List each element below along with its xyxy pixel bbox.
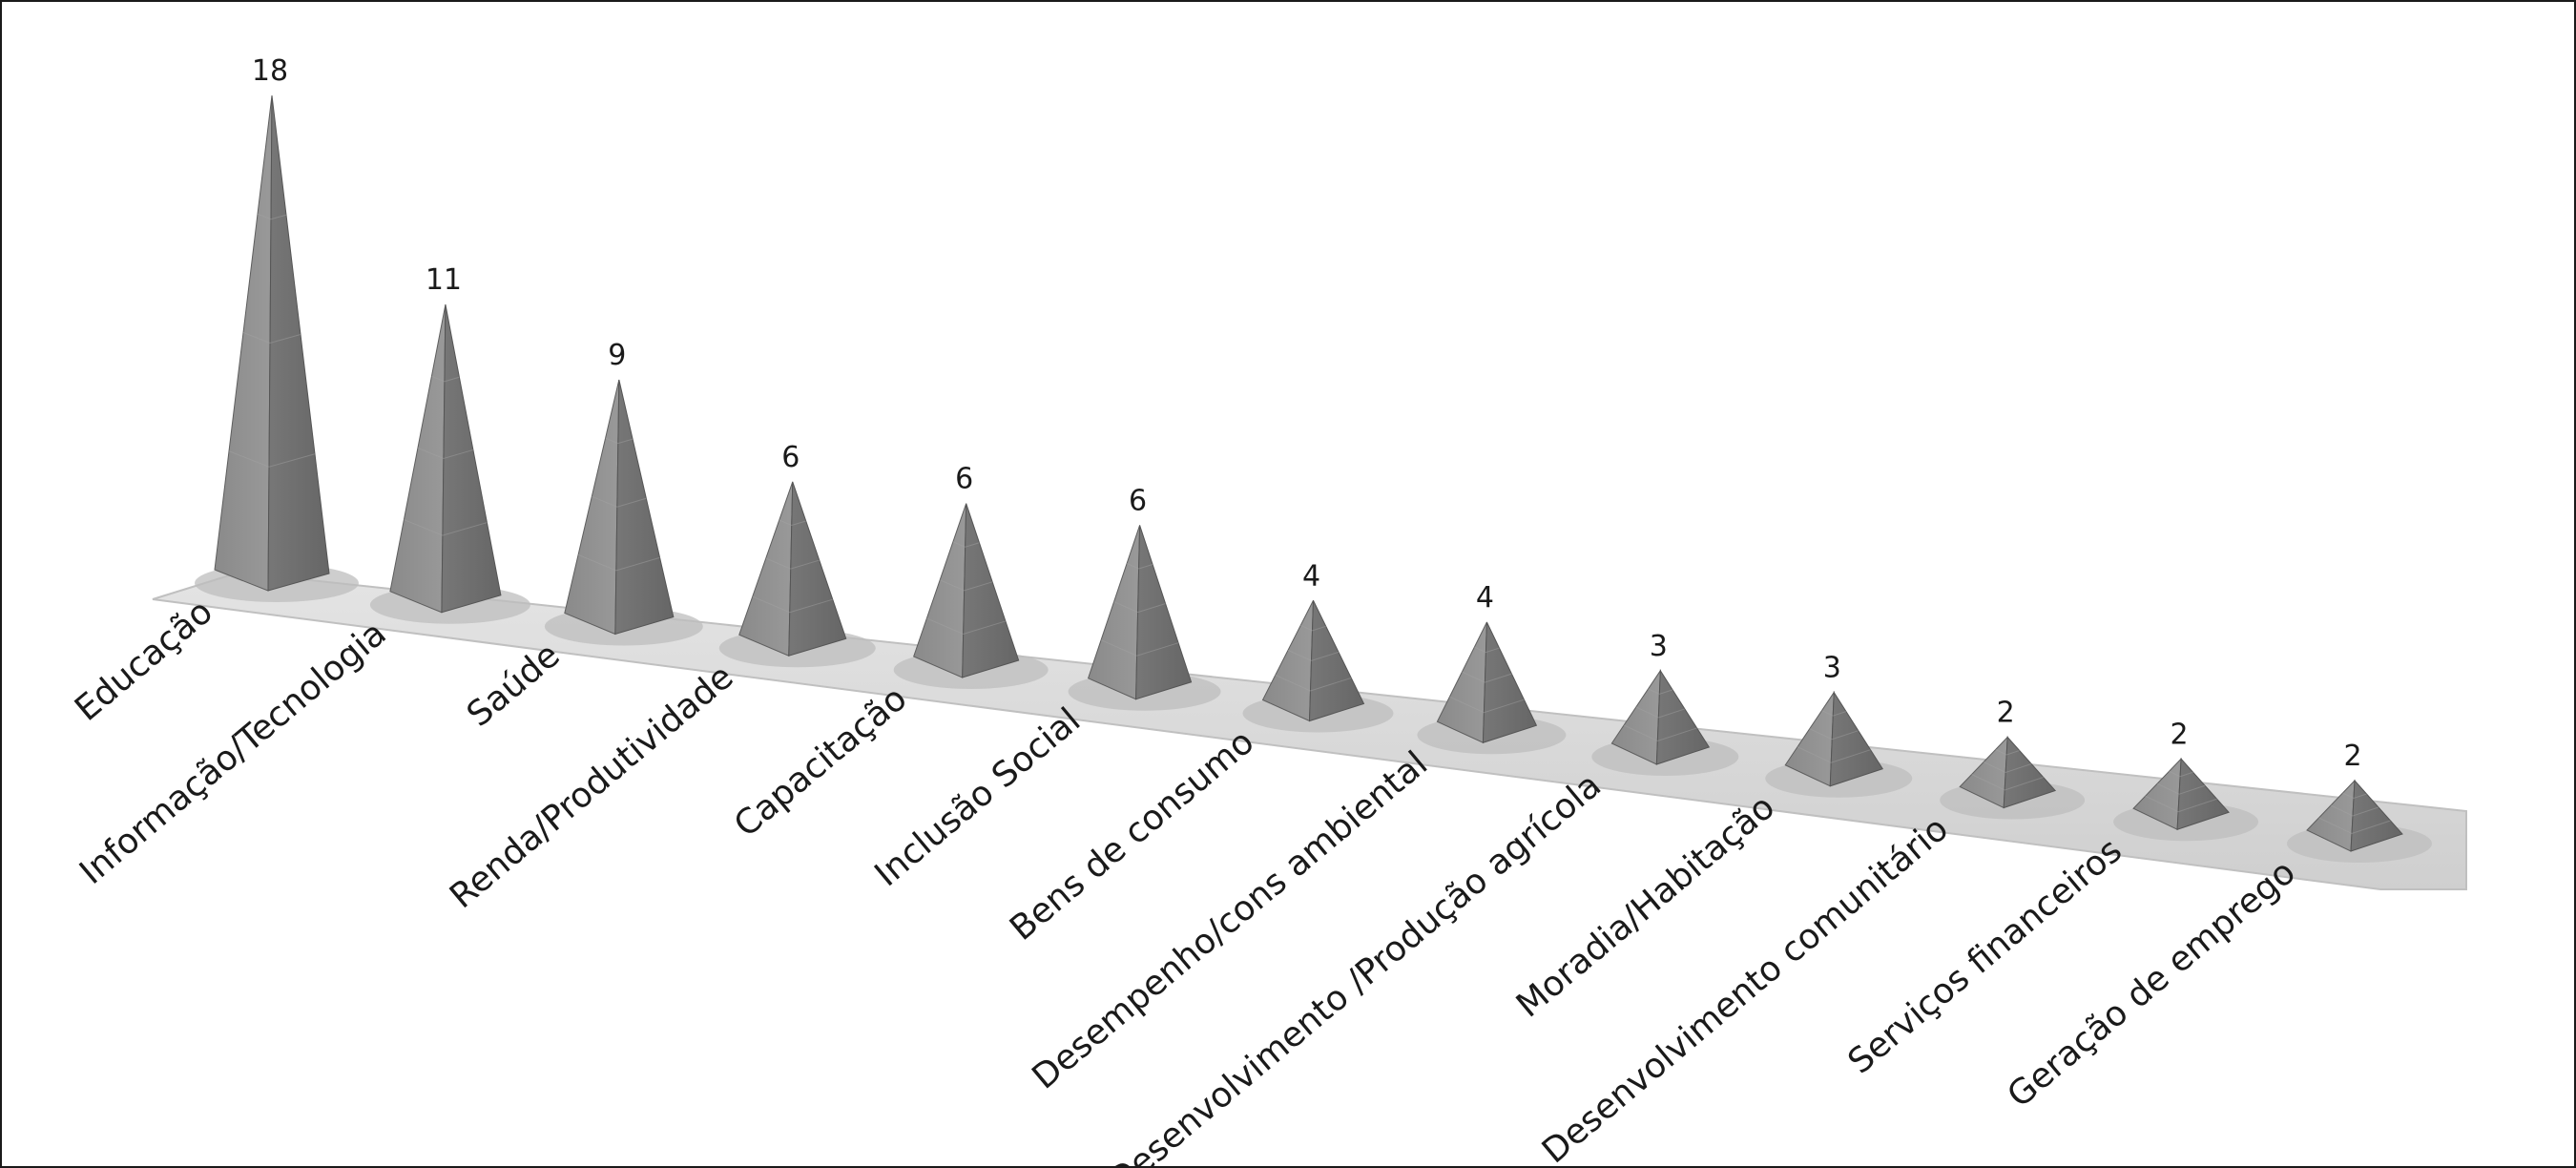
pyramid-band (1797, 746, 1871, 763)
category-label: Inclusão Social (867, 700, 1088, 894)
pyramid-face-right (788, 481, 847, 657)
pyramid-band (577, 553, 660, 572)
pyramid-bar (564, 379, 675, 636)
pyramid-band (926, 617, 1007, 635)
pyramid-band (765, 557, 820, 570)
pyramid-band (752, 595, 833, 614)
pyramid-band (939, 579, 993, 592)
pyramid-band (2318, 817, 2391, 835)
value-label: 2 (1997, 697, 2015, 730)
pyramid-band (1300, 624, 1326, 632)
pyramid-face-right (267, 94, 330, 592)
pyramid-bar (1784, 690, 1884, 787)
pyramid-band (1474, 646, 1500, 654)
pyramid-band (1462, 671, 1512, 683)
pyramid-band (242, 332, 301, 344)
pyramid-face-left (1436, 621, 1487, 744)
pyramid-band (1449, 696, 1525, 714)
pyramid-face-left (389, 304, 447, 614)
category-label: Capacitação (727, 678, 914, 845)
pyramid-face-right (2350, 779, 2403, 852)
pyramid-face-left (1261, 600, 1314, 722)
pyramid-bar (214, 94, 330, 592)
pyramid-band (605, 437, 634, 445)
value-label: 2 (2343, 740, 2361, 773)
pyramid-face-right (2176, 758, 2230, 830)
pyramid-bar (1261, 600, 1365, 722)
pyramid-face-left (214, 94, 273, 592)
value-label: 9 (608, 339, 626, 372)
pyramid-band (2169, 770, 2193, 778)
pyramid-band (257, 213, 287, 220)
pyramid-bar (913, 503, 1020, 678)
value-label: 6 (1129, 484, 1147, 517)
value-label: 18 (252, 54, 288, 88)
pyramid-face-right (1482, 621, 1538, 743)
pyramid-band (779, 519, 806, 527)
pyramid-face-right (441, 304, 502, 614)
pyramid-band (417, 447, 474, 459)
pyramid-bar (1959, 736, 2057, 809)
pyramid-bar (738, 481, 847, 657)
pyramid-bar (1436, 621, 1538, 744)
pyramid-band (2156, 782, 2206, 795)
pyramid-band (1983, 761, 2032, 774)
pyramid-band (1809, 728, 1859, 740)
pyramid-bar (2132, 757, 2230, 831)
pyramid-band (404, 519, 488, 536)
pyramid-band (2145, 795, 2217, 813)
pyramid-band (1623, 724, 1697, 741)
pyramid-band (1821, 710, 1847, 717)
category-label: Educação (68, 592, 220, 728)
value-label: 2 (2171, 718, 2189, 751)
pyramid-bar (1087, 525, 1193, 700)
pyramid-band (1113, 601, 1166, 614)
category-label: Saúde (460, 636, 568, 735)
pyramid-face-right (1135, 525, 1193, 700)
value-label: 3 (1823, 652, 1841, 685)
value-label: 6 (781, 441, 800, 474)
pyramid-band (431, 375, 460, 383)
pyramid-face-left (564, 379, 620, 636)
pyramid-face-right (2003, 736, 2057, 809)
category-label: Desenvolvimento comunitário (1535, 809, 1956, 1168)
pyramid-face-right (614, 379, 675, 636)
pyramid-band (1648, 688, 1673, 695)
pyramid-band (1287, 649, 1340, 661)
pyramid-band (1995, 749, 2020, 756)
pyramid-bar (2306, 779, 2403, 852)
pyramid-bar (1610, 669, 1711, 765)
pyramid-band (1126, 563, 1153, 570)
pyramid-band (228, 450, 316, 468)
pyramid-face-right (1655, 669, 1711, 765)
pyramid-band (1275, 674, 1352, 692)
pyramid-face-right (1308, 600, 1365, 722)
value-label: 4 (1302, 559, 1320, 593)
pyramid-face-left (1087, 525, 1141, 700)
value-label: 3 (1650, 630, 1668, 663)
pyramid-band (1971, 774, 2044, 791)
pyramid-band (592, 495, 647, 508)
value-label: 11 (426, 263, 462, 297)
pyramid-bar (389, 304, 502, 614)
pyramid-face-left (738, 481, 794, 657)
pyramid-band (952, 541, 980, 548)
pyramid-band (1635, 706, 1685, 719)
category-label: Desempenho/cons ambiental (1025, 744, 1435, 1097)
pyramid-face-right (1829, 690, 1884, 787)
pyramid-band (1100, 639, 1179, 657)
value-label: 6 (955, 463, 973, 496)
pyramid-band (2330, 804, 2379, 817)
pyramid-band (2342, 792, 2367, 800)
pyramid-face-left (913, 503, 967, 678)
pyramid-face-right (962, 503, 1020, 678)
value-label: 4 (1476, 581, 1494, 615)
